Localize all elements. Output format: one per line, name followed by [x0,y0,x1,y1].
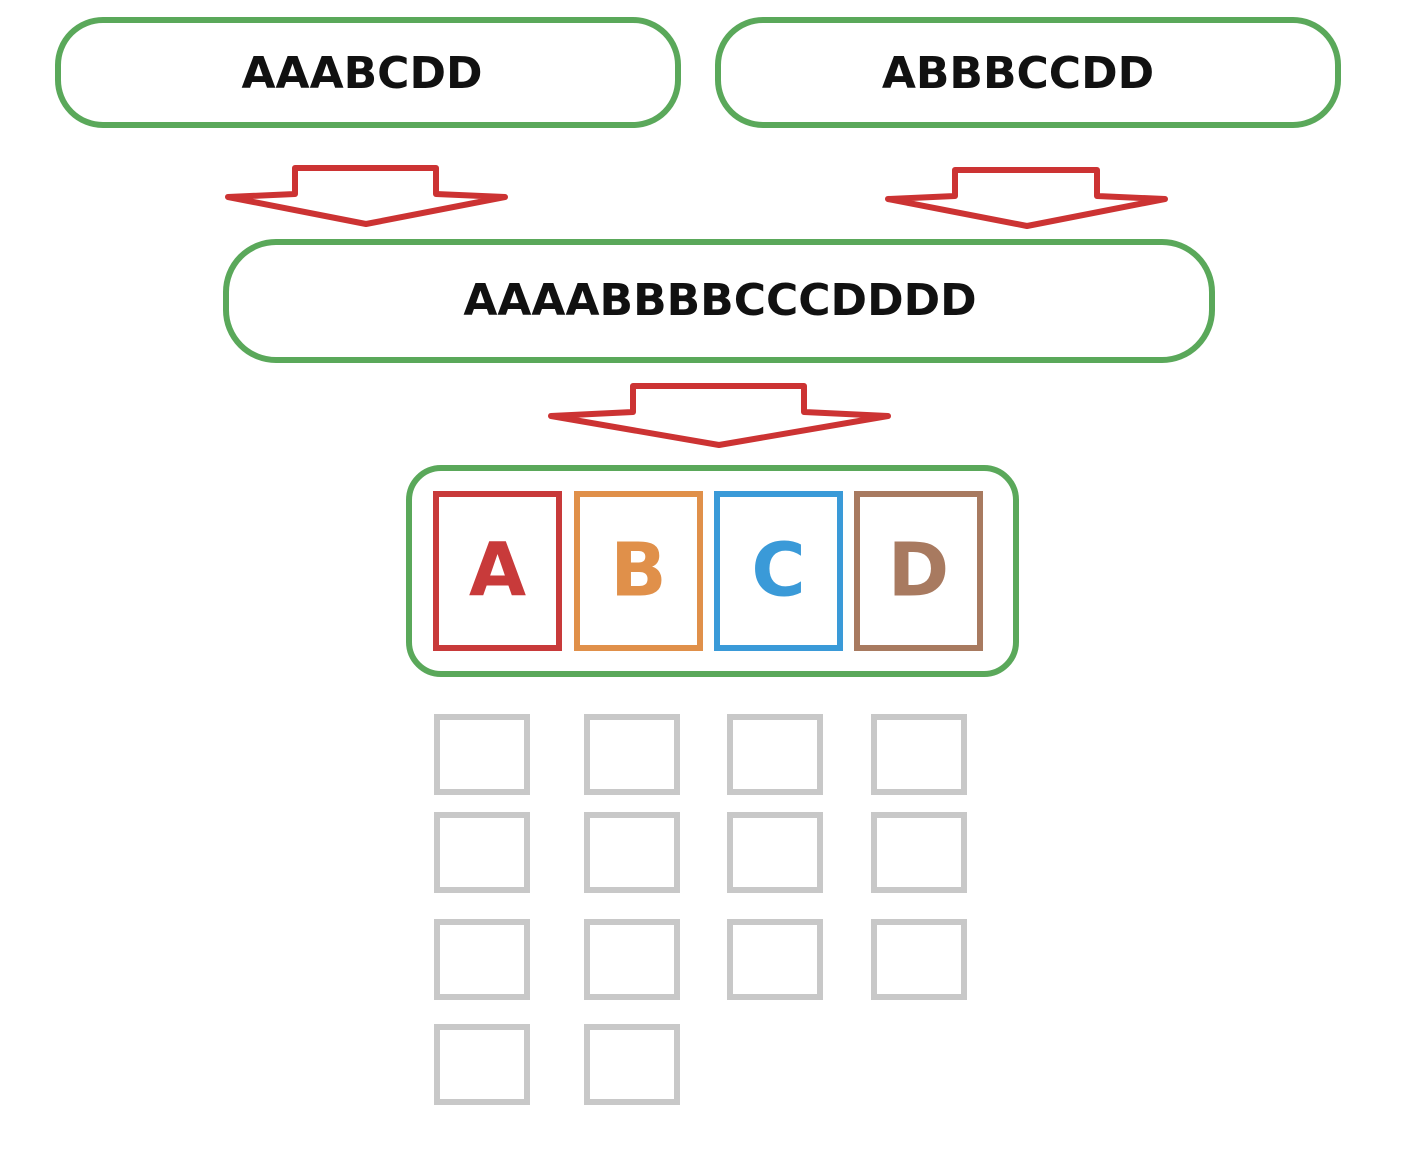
letter-box-b: B [574,491,703,651]
empty-slot-d [871,812,967,893]
letter-box-border [574,491,703,651]
input-pill-right-label: ABBBCCDD [882,48,1154,99]
input-pill-right-border [715,17,1341,128]
empty-slot-a [434,714,530,795]
empty-slot-c [727,714,823,795]
letter-box-border [433,491,562,651]
input-pill-left-label: AAABCDD [241,48,482,99]
input-pill-right: ABBBCCDD [715,17,1341,128]
empty-slot-a [434,919,530,1000]
empty-slot-b [584,919,680,1000]
down-arrow-right-icon [885,167,1168,229]
empty-slot-d [871,919,967,1000]
empty-slot-c [727,812,823,893]
input-pill-left-border [55,17,681,128]
empty-slot-b [584,714,680,795]
letter-box-label: D [888,528,949,614]
down-arrow-center-icon [548,383,891,448]
empty-slot-d [871,714,967,795]
merged-pill-label: AAAABBBBCCCDDDD [463,275,976,326]
letter-box-a: A [433,491,562,651]
empty-slot-a [434,812,530,893]
letter-box-label: B [610,528,666,614]
input-pill-left: AAABCDD [55,17,681,128]
letter-box-border [854,491,983,651]
letter-box-border [714,491,843,651]
letter-box-d: D [854,491,983,651]
merged-pill: AAAABBBBCCCDDDD [223,239,1215,363]
empty-slot-a [434,1024,530,1105]
down-arrow-left-icon [225,165,508,227]
empty-slot-b [584,1024,680,1105]
letter-box-c: C [714,491,843,651]
merged-pill-border [223,239,1215,363]
empty-slot-c [727,919,823,1000]
empty-slot-b [584,812,680,893]
slot-grid [434,714,967,1105]
letter-box-label: C [751,528,805,614]
letter-box-label: A [469,528,526,614]
